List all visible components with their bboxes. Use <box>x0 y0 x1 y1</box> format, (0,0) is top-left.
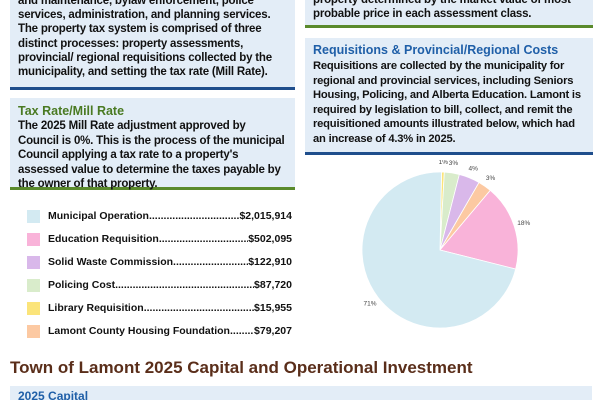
legend-leader-dots <box>144 302 254 314</box>
capital-section-header: 2025 Capital <box>10 386 592 400</box>
legend-value: $15,955 <box>254 302 292 314</box>
legend-value: $502,095 <box>248 233 292 245</box>
legend-leader-dots <box>230 325 254 337</box>
legend-label: Policing Cost <box>48 279 116 291</box>
assessment-panel: property determined by the market value … <box>305 0 593 28</box>
pie-slice <box>439 189 519 270</box>
section-title: Town of Lamont 2025 Capital and Operatio… <box>10 358 473 377</box>
legend-value: $122,910 <box>248 256 292 268</box>
legend-label: Solid Waste Commission <box>48 256 174 268</box>
legend-swatch <box>27 209 40 223</box>
tax-rate-panel: Tax Rate/Mill Rate The 2025 Mill Rate ad… <box>10 98 295 190</box>
legend-swatch <box>27 301 40 315</box>
tax-rate-text: The 2025 Mill Rate adjustment approved b… <box>18 120 285 190</box>
legend-leader-dots <box>115 279 254 291</box>
legend-item: Education Requisition $502,095 <box>27 228 292 250</box>
intro-panel: and maintenance, bylaw enforcement, poli… <box>10 0 295 90</box>
legend-leader-dots <box>173 256 248 268</box>
legend-item: Policing Cost $87,720 <box>27 274 292 296</box>
legend-label: Municipal Operation <box>48 210 149 222</box>
legend-value: $87,720 <box>254 279 292 291</box>
pie-slice-label: 3% <box>486 175 496 182</box>
legend-swatch <box>27 255 40 269</box>
legend-swatch <box>27 232 40 246</box>
legend-label: Education Requisition <box>48 233 159 245</box>
legend-item: Solid Waste Commission $122,910 <box>27 251 292 273</box>
intro-text: and maintenance, bylaw enforcement, poli… <box>18 0 272 79</box>
legend-swatch <box>27 278 40 292</box>
legend-leader-dots <box>159 233 248 245</box>
legend-label: Lamont County Housing Foundation <box>48 325 230 337</box>
requisitions-panel: Requisitions & Provincial/Regional Costs… <box>305 38 593 155</box>
requisitions-heading: Requisitions & Provincial/Regional Costs <box>313 43 559 57</box>
legend-item: Library Requisition $15,955 <box>27 297 292 319</box>
pie-slice-label: 1% <box>439 160 449 166</box>
pie-slice-label: 18% <box>517 220 530 227</box>
tax-rate-heading: Tax Rate/Mill Rate <box>18 104 125 118</box>
legend-leader-dots <box>149 210 240 222</box>
pie-slice-label: 4% <box>469 166 479 173</box>
requisitions-pie-chart: 1% 3%4%3%18%71% <box>361 160 530 329</box>
legend-label: Library Requisition <box>48 302 144 314</box>
pie-slice-label: 3% <box>449 160 459 167</box>
legend-item: Lamont County Housing Foundation $79,207 <box>27 320 292 342</box>
requisitions-text: Requisitions are collected by the munici… <box>313 60 581 145</box>
capital-label: 2025 Capital <box>18 389 89 400</box>
legend-item: Municipal Operation $2,015,914 <box>27 205 292 227</box>
chart-legend: Municipal Operation $2,015,914 Education R… <box>27 205 292 343</box>
legend-swatch <box>27 324 40 338</box>
pie-slice <box>361 171 517 329</box>
legend-value: $79,207 <box>254 325 292 337</box>
assessment-text: property determined by the market value … <box>313 0 571 20</box>
pie-slice-label: 71% <box>364 300 377 307</box>
legend-value: $2,015,914 <box>239 210 292 222</box>
